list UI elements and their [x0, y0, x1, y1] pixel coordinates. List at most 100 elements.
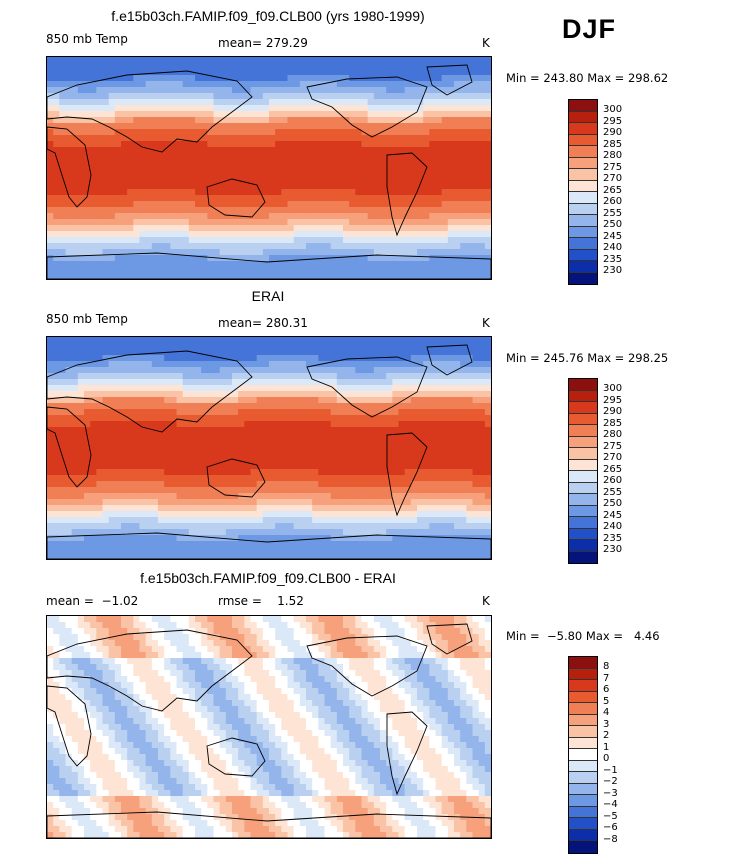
colorbar-swatch	[569, 680, 597, 692]
colorbar-tick-label: 235	[603, 253, 623, 265]
colorbar-swatch	[569, 657, 597, 669]
colorbar-swatch	[569, 226, 597, 238]
panel-3-colorbar-labels: 8 7 6 5 4 3 2 1 0 −1 −2 −3 −4 −5 −6 −8	[603, 661, 618, 845]
colorbar-tick-label: 270	[603, 173, 623, 184]
colorbar-tick-label: 6	[603, 684, 610, 695]
colorbar-swatch	[569, 737, 597, 749]
colorbar-tick-label: 275	[603, 161, 623, 173]
panel-2-colorbar-labels: 300 295 290 285 280 275 270 265 260 255 250 245 240 2…	[603, 383, 622, 556]
colorbar-swatch	[569, 111, 597, 123]
colorbar-tick-label: 240	[603, 521, 623, 532]
colorbar-tick-label: 230	[603, 544, 623, 555]
colorbar-tick-label: 260	[603, 475, 623, 486]
panel-2-map	[46, 336, 492, 560]
colorbar-swatch	[569, 829, 597, 841]
panel-2-colorbar	[568, 378, 598, 564]
coastlines	[47, 344, 491, 559]
colorbar-tick-label: 260	[603, 196, 623, 207]
season-label: DJF	[562, 14, 617, 44]
colorbar-swatch	[569, 169, 597, 181]
colorbar-swatch	[569, 714, 597, 726]
colorbar-swatch	[569, 272, 597, 284]
colorbar-swatch	[569, 413, 597, 425]
colorbar-swatch	[569, 691, 597, 703]
panel-2-title: ERAI	[251, 288, 285, 304]
colorbar-tick-label: 250	[603, 498, 623, 509]
colorbar-tick-label: −8	[603, 833, 618, 845]
colorbar-swatch	[569, 180, 597, 192]
colorbar-swatch	[569, 494, 597, 506]
colorbar-tick-label: 290	[603, 406, 623, 417]
colorbar-tick-label: −5	[603, 810, 618, 822]
colorbar-swatch	[569, 841, 597, 853]
colorbar-swatch	[569, 203, 597, 215]
colorbar-tick-label: 235	[603, 532, 623, 544]
colorbar-tick-label: 275	[603, 440, 623, 452]
colorbar-tick-label: 255	[603, 207, 623, 219]
colorbar-swatch	[569, 749, 597, 761]
panel-3-colorbar	[568, 656, 598, 854]
colorbar-swatch	[569, 760, 597, 772]
panel-2-mean-label: mean= 280.31	[218, 316, 308, 330]
colorbar-swatch	[569, 703, 597, 715]
panel-1-minmax: Min = 243.80 Max = 298.62	[506, 71, 669, 85]
colorbar-tick-label: 5	[603, 695, 610, 707]
colorbar-swatch	[569, 249, 597, 261]
panel-1-map	[46, 56, 492, 280]
colorbar-tick-label: 270	[603, 452, 623, 463]
colorbar-tick-label: 265	[603, 184, 623, 196]
colorbar-swatch	[569, 425, 597, 437]
colorbar-tick-label: 230	[603, 265, 623, 276]
colorbar-tick-label: 300	[603, 383, 623, 394]
map-canvas	[47, 616, 491, 838]
colorbar-swatch	[569, 100, 597, 112]
colorbar-swatch	[569, 192, 597, 204]
colorbar-swatch	[569, 402, 597, 414]
colorbar-swatch	[569, 146, 597, 158]
panel-2-variable-label: 850 mb Temp	[46, 312, 128, 326]
colorbar-tick-label: 255	[603, 486, 623, 498]
coastlines	[47, 64, 491, 279]
panel-3-map	[46, 615, 492, 839]
colorbar-tick-label: 2	[603, 730, 610, 741]
colorbar-swatch	[569, 471, 597, 483]
panel-3-mean-label: mean = −1.02	[46, 594, 139, 608]
colorbar-tick-label: 245	[603, 509, 623, 521]
coastlines	[47, 623, 491, 838]
colorbar-tick-label: 240	[603, 242, 623, 253]
colorbar-swatch	[569, 783, 597, 795]
colorbar-tick-label: 250	[603, 219, 623, 230]
colorbar-swatch	[569, 436, 597, 448]
panel-3-minmax: Min = −5.80 Max = 4.46	[506, 629, 660, 643]
colorbar-tick-label: −6	[603, 822, 618, 833]
panel-1-mean-label: mean= 279.29	[218, 36, 308, 50]
colorbar-swatch	[569, 261, 597, 273]
colorbar-tick-label: −1	[603, 764, 618, 776]
colorbar-tick-label: 3	[603, 718, 610, 730]
panel-2-unit-label: K	[482, 316, 490, 330]
colorbar-swatch	[569, 123, 597, 135]
panel-1-colorbar-labels: 300 295 290 285 280 275 270 265 260 255 250 245 240 2…	[603, 104, 622, 277]
panel-1-unit-label: K	[482, 36, 490, 50]
colorbar-tick-label: 285	[603, 138, 623, 150]
colorbar-tick-label: 280	[603, 429, 623, 440]
panel-3-rmse-label: rmse = 1.52	[218, 594, 304, 608]
colorbar-tick-label: 8	[603, 661, 610, 672]
colorbar-tick-label: 285	[603, 417, 623, 429]
map-canvas	[47, 337, 491, 559]
colorbar-swatch	[569, 528, 597, 540]
panel-1-title: f.e15b03ch.FAMIP.f09_f09.CLB00 (yrs 1980…	[111, 8, 425, 24]
colorbar-tick-label: 1	[603, 741, 610, 753]
colorbar-swatch	[569, 726, 597, 738]
colorbar-tick-label: −3	[603, 787, 618, 799]
panel-1-variable-label: 850 mb Temp	[46, 32, 128, 46]
colorbar-tick-label: 300	[603, 104, 623, 115]
colorbar-tick-label: 245	[603, 230, 623, 242]
colorbar-tick-label: 0	[603, 753, 610, 764]
colorbar-swatch	[569, 668, 597, 680]
colorbar-swatch	[569, 459, 597, 471]
colorbar-swatch	[569, 540, 597, 552]
colorbar-swatch	[569, 551, 597, 563]
colorbar-tick-label: 295	[603, 394, 623, 406]
panel-2-minmax: Min = 245.76 Max = 298.25	[506, 351, 669, 365]
